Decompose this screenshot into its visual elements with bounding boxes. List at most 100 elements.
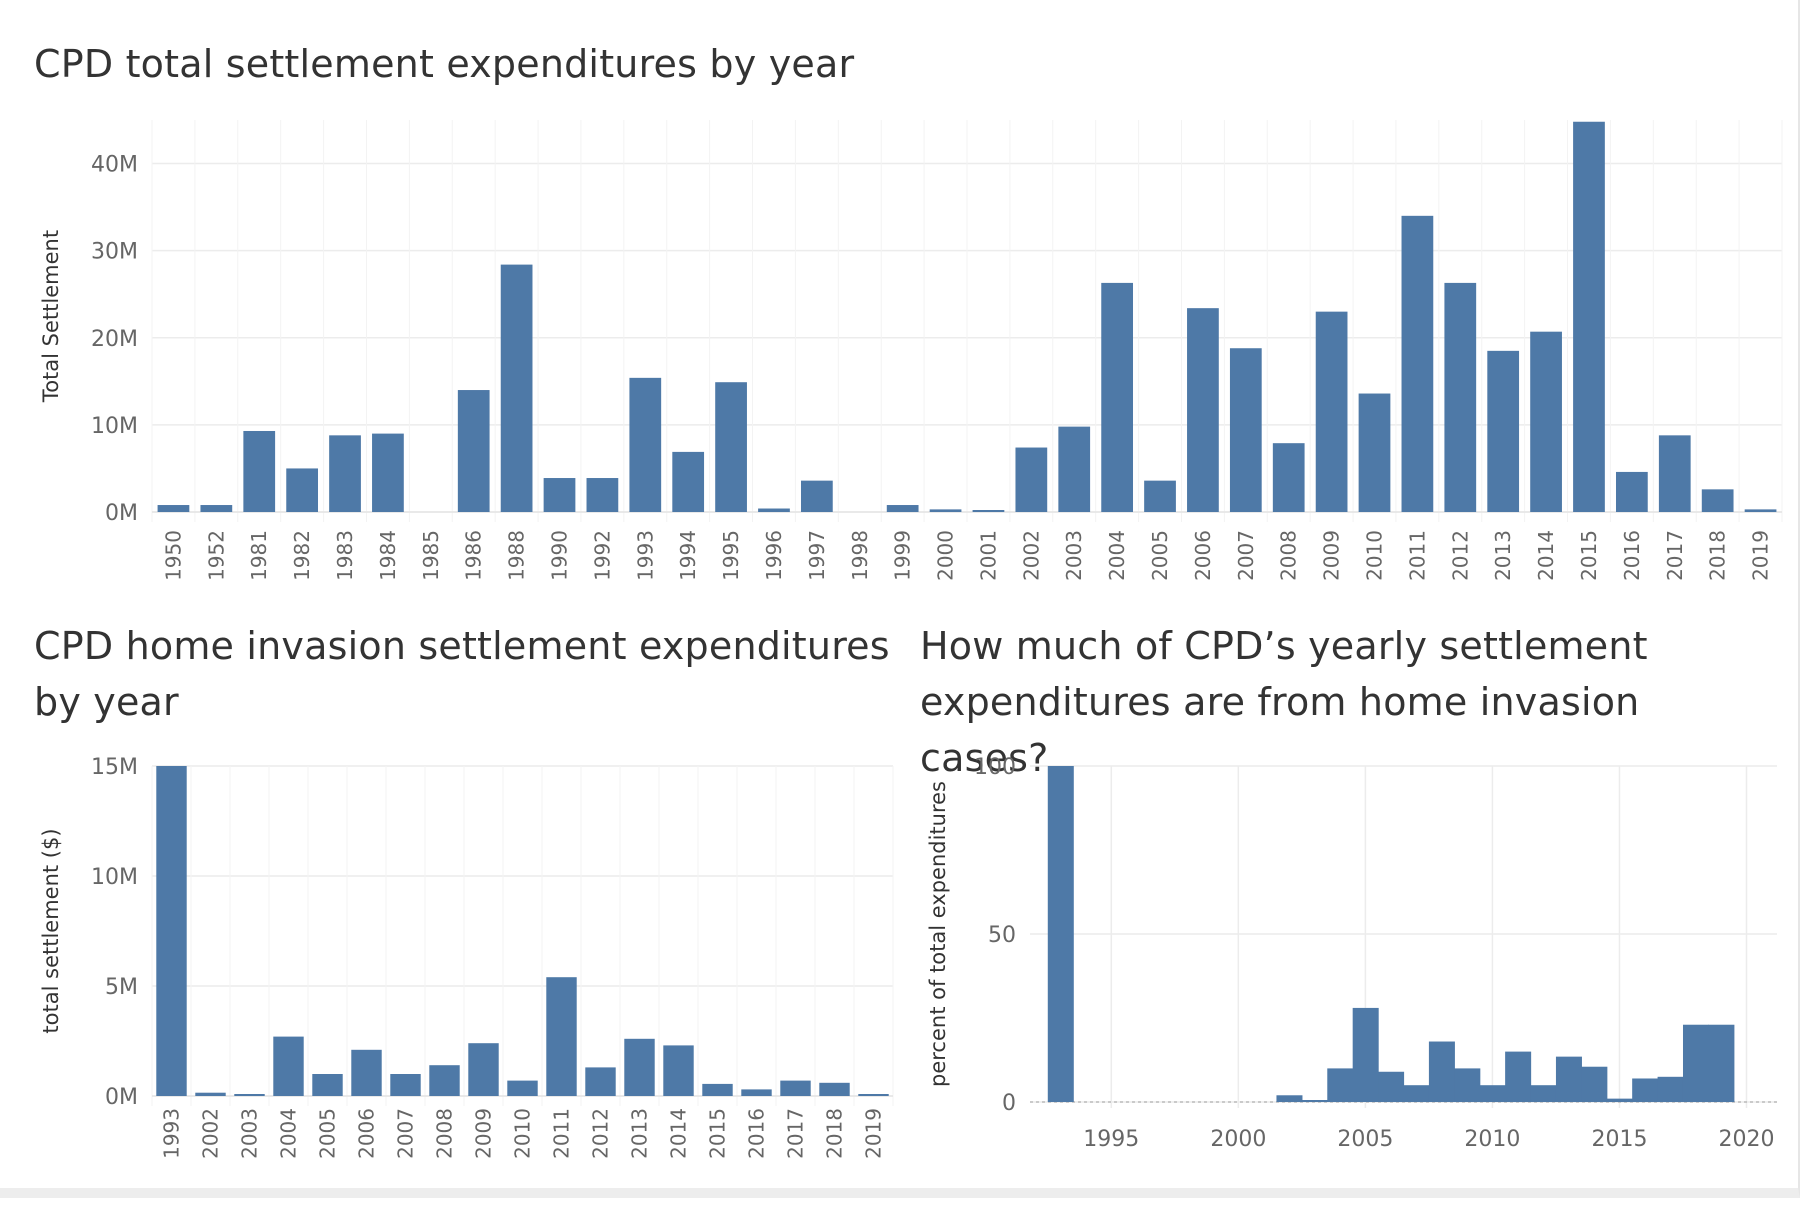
total-x-tick-label: 2009 bbox=[1320, 530, 1344, 581]
home-bar-2009 bbox=[468, 1043, 499, 1096]
total-bar-1997 bbox=[800, 480, 833, 512]
pct-bar-2010 bbox=[1479, 1085, 1506, 1102]
total-x-tick-label: 1982 bbox=[290, 530, 314, 581]
total-x-tick-label: 2005 bbox=[1148, 530, 1172, 581]
total-x-tick-label: 2016 bbox=[1620, 530, 1644, 581]
home-bar-2012 bbox=[585, 1067, 616, 1096]
home-x-tick-label: 2010 bbox=[511, 1108, 535, 1159]
home-bar-2014 bbox=[663, 1045, 694, 1096]
pct-bars bbox=[1047, 766, 1735, 1102]
pct-x-gridlines bbox=[1110, 766, 1748, 1108]
total-bar-1993 bbox=[629, 377, 662, 512]
home-x-tick-label: 2013 bbox=[628, 1108, 652, 1159]
total-y-tick-label: 10M bbox=[91, 414, 138, 439]
home-bar-2019 bbox=[858, 1094, 889, 1096]
total-bar-1992 bbox=[586, 478, 619, 512]
total-x-tick-label: 1996 bbox=[762, 530, 786, 581]
total-bar-1982 bbox=[286, 468, 319, 512]
pct-bar-1993 bbox=[1047, 766, 1074, 1102]
total-x-tick-label: 2004 bbox=[1105, 530, 1129, 581]
total-y-tick-label: 20M bbox=[91, 327, 138, 352]
pct-bar-2007 bbox=[1403, 1085, 1430, 1102]
total-bar-2004 bbox=[1101, 282, 1134, 512]
total-x-tick-label: 1950 bbox=[161, 530, 185, 581]
home-bar-2004 bbox=[273, 1036, 304, 1096]
pct-bar-2017 bbox=[1657, 1076, 1684, 1102]
total-x-tick-label: 2014 bbox=[1534, 530, 1558, 581]
pct-x-tick-label: 2020 bbox=[1719, 1127, 1775, 1152]
total-x-tick-label: 2019 bbox=[1749, 530, 1773, 581]
home-x-tick-label: 2017 bbox=[784, 1108, 808, 1159]
home-x-tick-label: 2019 bbox=[862, 1108, 886, 1159]
total-x-tick-label: 2015 bbox=[1577, 530, 1601, 581]
home-x-tick-label: 2016 bbox=[745, 1108, 769, 1159]
total-x-tick-label: 2011 bbox=[1405, 530, 1429, 581]
total-bar-2005 bbox=[1144, 480, 1176, 512]
home-bar-2015 bbox=[702, 1083, 733, 1096]
home-bar-2003 bbox=[234, 1094, 265, 1096]
pct-gridlines bbox=[1030, 765, 1777, 1103]
home-column-separators bbox=[151, 766, 894, 1106]
pct-x-tick-label: 1995 bbox=[1083, 1127, 1139, 1152]
total-bar-2018 bbox=[1701, 489, 1734, 512]
total-bar-2011 bbox=[1401, 215, 1434, 513]
pct-bar-2014 bbox=[1581, 1066, 1608, 1102]
total-bar-1990 bbox=[543, 478, 576, 512]
total-bar-1952 bbox=[200, 505, 233, 512]
home-bar-2008 bbox=[429, 1065, 460, 1096]
total-y-axis-title: Total Settlement bbox=[39, 230, 63, 403]
home-y-axis-title: total settlement ($) bbox=[39, 828, 63, 1033]
total-x-tick-label: 2006 bbox=[1191, 530, 1215, 581]
total-chart-title: CPD total settlement expenditures by yea… bbox=[34, 42, 855, 86]
total-y-tick-label: 40M bbox=[91, 153, 138, 178]
total-x-tick-label: 1998 bbox=[848, 530, 872, 581]
total-bar-1983 bbox=[329, 435, 361, 512]
pct-bar-2009 bbox=[1454, 1068, 1481, 1102]
home-x-tick-label: 2006 bbox=[355, 1108, 379, 1159]
pct-y-axis-title: percent of total expenditures bbox=[926, 781, 950, 1087]
total-x-tick-label: 2007 bbox=[1234, 530, 1258, 581]
total-x-tick-label: 1993 bbox=[633, 530, 657, 581]
total-bar-2015 bbox=[1573, 121, 1605, 513]
total-bar-1988 bbox=[500, 264, 533, 512]
total-x-tick-label: 2003 bbox=[1062, 530, 1086, 581]
home-y-tick-label: 5M bbox=[105, 975, 138, 1000]
home-bar-2007 bbox=[390, 1074, 421, 1096]
home-bar-2002 bbox=[195, 1092, 226, 1096]
total-x-tick-label: 1999 bbox=[891, 530, 915, 581]
home-x-tick-label: 2007 bbox=[394, 1108, 418, 1159]
total-x-tick-label: 2018 bbox=[1706, 530, 1730, 581]
home-bar-2011 bbox=[546, 977, 577, 1096]
pct-bar-2006 bbox=[1378, 1071, 1405, 1102]
pct-y-tick-label: 50 bbox=[988, 923, 1016, 948]
home-y-tick-label: 10M bbox=[91, 865, 138, 890]
total-bar-2019 bbox=[1744, 509, 1777, 512]
pct-bar-2004 bbox=[1327, 1068, 1354, 1102]
home-y-tick-label: 0M bbox=[105, 1085, 138, 1110]
home-x-tick-label: 2009 bbox=[472, 1108, 496, 1159]
total-bar-1996 bbox=[758, 508, 790, 512]
pct-y-tick-label: 100 bbox=[974, 755, 1016, 780]
pct-bar-2008 bbox=[1428, 1041, 1455, 1102]
total-bar-2002 bbox=[1015, 447, 1048, 512]
home-bar-2017 bbox=[780, 1080, 811, 1096]
home-bar-2013 bbox=[624, 1038, 655, 1096]
total-bar-2008 bbox=[1272, 443, 1305, 512]
pct-bar-2013 bbox=[1555, 1056, 1582, 1102]
total-x-tick-label: 1981 bbox=[247, 530, 271, 581]
home-x-tick-label: 2004 bbox=[277, 1108, 301, 1159]
total-bar-1984 bbox=[372, 433, 404, 512]
home-x-tick-label: 2018 bbox=[823, 1108, 847, 1159]
home-bars bbox=[156, 766, 889, 1096]
total-x-tick-label: 1995 bbox=[719, 530, 743, 581]
pct-bar-2011 bbox=[1505, 1051, 1532, 1102]
home-bar-1993 bbox=[156, 766, 187, 1096]
home-bar-2006 bbox=[351, 1049, 382, 1096]
total-bar-2017 bbox=[1658, 435, 1691, 512]
pct-bar-2016 bbox=[1632, 1078, 1659, 1102]
total-x-tick-label: 1984 bbox=[376, 530, 400, 581]
total-bar-2007 bbox=[1229, 348, 1262, 512]
pct-bar-2003 bbox=[1301, 1100, 1328, 1102]
